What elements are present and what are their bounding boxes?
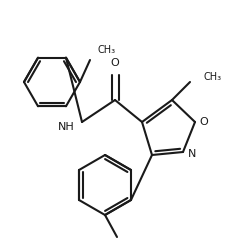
Text: O: O — [111, 58, 119, 68]
Text: NH: NH — [58, 122, 75, 132]
Text: O: O — [200, 117, 208, 127]
Text: N: N — [188, 149, 196, 159]
Text: CH₃: CH₃ — [98, 45, 116, 55]
Text: CH₃: CH₃ — [204, 72, 222, 82]
